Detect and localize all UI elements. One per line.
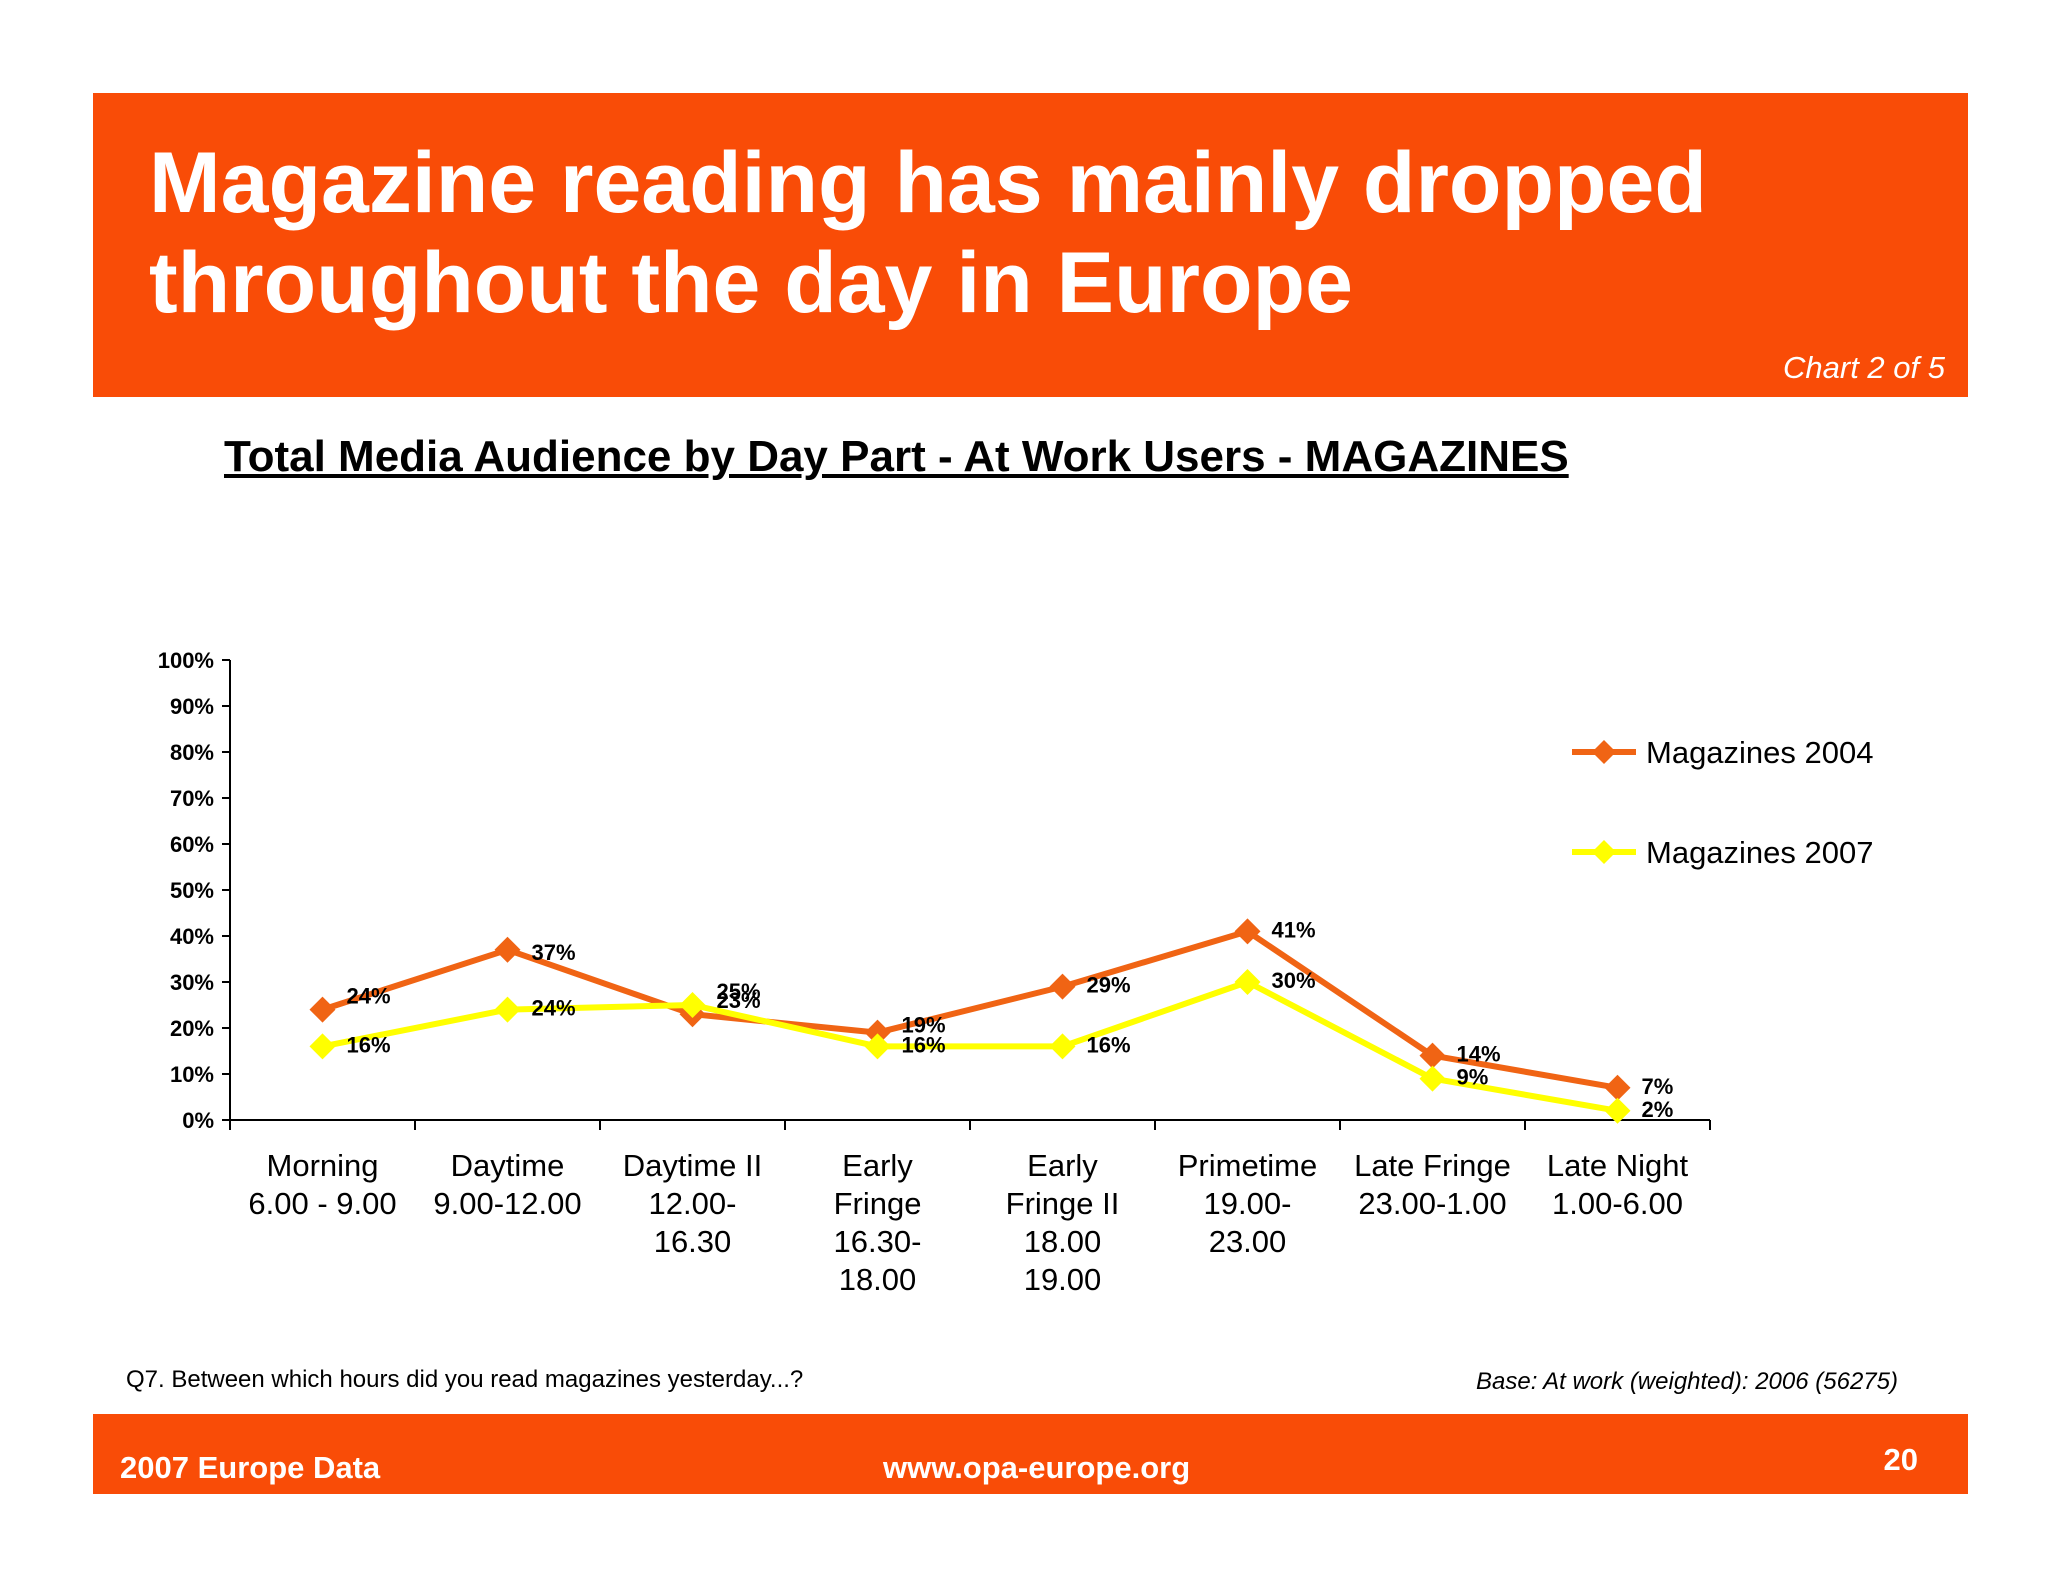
series-line-0 bbox=[321, 928, 1619, 1091]
page-number: 20 bbox=[1883, 1442, 1918, 1477]
x-tick-label: Daytime II bbox=[623, 1148, 763, 1183]
x-tick-label: 1.00-6.00 bbox=[1552, 1186, 1683, 1221]
legend-marker-1 bbox=[1592, 840, 1616, 864]
slide-title-line-1: Magazine reading has mainly dropped bbox=[149, 135, 1707, 231]
data-point-1 bbox=[679, 992, 706, 1018]
data-label-0: 37% bbox=[532, 940, 576, 965]
x-tick-label: 19.00 bbox=[1024, 1262, 1102, 1297]
y-tick-label: 60% bbox=[170, 832, 214, 857]
x-tick-label: 23.00 bbox=[1209, 1224, 1287, 1259]
footer-source: 2007 Europe Data bbox=[120, 1450, 381, 1485]
x-tick-label: Fringe bbox=[834, 1186, 922, 1221]
chart-heading: Total Media Audience by Day Part - At Wo… bbox=[224, 432, 1569, 481]
x-tick-label: 18.00 bbox=[839, 1262, 917, 1297]
data-label-1: 16% bbox=[1087, 1032, 1131, 1057]
series-line-1 bbox=[321, 979, 1619, 1114]
slide-title: Magazine reading has mainly dropped thro… bbox=[149, 133, 1707, 333]
legend-label-1: Magazines 2007 bbox=[1646, 835, 1874, 870]
x-tick-label: 9.00-12.00 bbox=[433, 1186, 581, 1221]
chart-counter: Chart 2 of 5 bbox=[1783, 350, 1945, 385]
x-tick-label: Fringe II bbox=[1006, 1186, 1120, 1221]
y-tick-label: 20% bbox=[170, 1016, 214, 1041]
header-band: Magazine reading has mainly dropped thro… bbox=[93, 93, 1968, 397]
data-label-0: 19% bbox=[902, 1013, 946, 1038]
x-tick-label: 16.30- bbox=[834, 1224, 922, 1259]
data-label-1: 9% bbox=[1457, 1065, 1489, 1090]
data-point-1 bbox=[1419, 1065, 1446, 1092]
slide-title-line-2: throughout the day in Europe bbox=[149, 235, 1353, 331]
line-chart: 0% 10% 20% 30% 40% 50% 60% 70% 80% 90% 100% Morning… bbox=[158, 648, 1874, 1297]
data-point-1 bbox=[494, 996, 521, 1023]
data-label-1: 30% bbox=[1272, 968, 1316, 993]
data-point-1 bbox=[1234, 969, 1261, 995]
data-label-0: 14% bbox=[1457, 1042, 1501, 1067]
data-point-0 bbox=[1604, 1074, 1631, 1101]
x-tick-label: 12.00- bbox=[649, 1186, 737, 1221]
x-tick-label: Late Fringe bbox=[1354, 1148, 1511, 1183]
data-label-0: 41% bbox=[1272, 917, 1316, 942]
x-tick-label: 19.00- bbox=[1204, 1186, 1292, 1221]
y-tick-label: 50% bbox=[170, 878, 214, 903]
legend-marker-0 bbox=[1592, 740, 1616, 764]
data-label-1: 16% bbox=[347, 1032, 391, 1057]
data-label-0: 24% bbox=[347, 984, 391, 1009]
data-point-1 bbox=[1049, 1033, 1076, 1060]
data-label-1: 24% bbox=[532, 996, 576, 1021]
y-tick-label: 100% bbox=[158, 648, 214, 673]
data-point-1 bbox=[309, 1033, 336, 1060]
legend-label-0: Magazines 2004 bbox=[1646, 735, 1874, 770]
base-note: Base: At work (weighted): 2006 (56275) bbox=[1475, 1368, 1898, 1395]
x-tick-label: 23.00-1.00 bbox=[1358, 1186, 1506, 1221]
y-tick-label: 0% bbox=[182, 1108, 214, 1133]
data-point-0 bbox=[1419, 1042, 1446, 1069]
x-tick-label: Early bbox=[1027, 1148, 1098, 1183]
x-tick-label: Late Night bbox=[1547, 1148, 1689, 1183]
data-point-0 bbox=[864, 1019, 891, 1046]
data-label-0: 29% bbox=[1087, 973, 1131, 998]
y-tick-label: 80% bbox=[170, 740, 214, 765]
data-point-0 bbox=[1049, 973, 1076, 1000]
x-tick-label: 6.00 - 9.00 bbox=[248, 1186, 396, 1221]
footer-website-link[interactable]: www.opa-europe.org bbox=[883, 1450, 1191, 1485]
data-point-1 bbox=[1604, 1097, 1631, 1124]
x-tick-label: Early bbox=[842, 1148, 913, 1183]
y-tick-label: 10% bbox=[170, 1062, 214, 1087]
data-label-0: 7% bbox=[1642, 1074, 1674, 1099]
data-point-0 bbox=[1234, 918, 1261, 945]
data-point-1 bbox=[864, 1033, 891, 1060]
x-tick-label: Morning bbox=[267, 1148, 379, 1183]
y-tick-label: 40% bbox=[170, 924, 214, 949]
data-point-0 bbox=[309, 996, 336, 1023]
y-tick-label: 70% bbox=[170, 786, 214, 811]
footer-band: 2007 Europe Data www.opa-europe.org 20 bbox=[93, 1414, 1968, 1494]
data-label-1: 2% bbox=[1642, 1097, 1674, 1122]
data-label-1: 25% bbox=[717, 979, 761, 1004]
x-tick-label: 16.30 bbox=[654, 1224, 732, 1259]
x-tick-label: Primetime bbox=[1178, 1148, 1318, 1183]
data-point-0 bbox=[494, 936, 521, 963]
question-text: Q7. Between which hours did you read mag… bbox=[126, 1366, 804, 1393]
y-tick-label: 90% bbox=[170, 694, 214, 719]
y-tick-label: 30% bbox=[170, 970, 214, 995]
data-label-1: 16% bbox=[902, 1032, 946, 1057]
x-tick-label: Daytime bbox=[451, 1148, 565, 1183]
x-tick-label: 18.00 bbox=[1024, 1224, 1102, 1259]
